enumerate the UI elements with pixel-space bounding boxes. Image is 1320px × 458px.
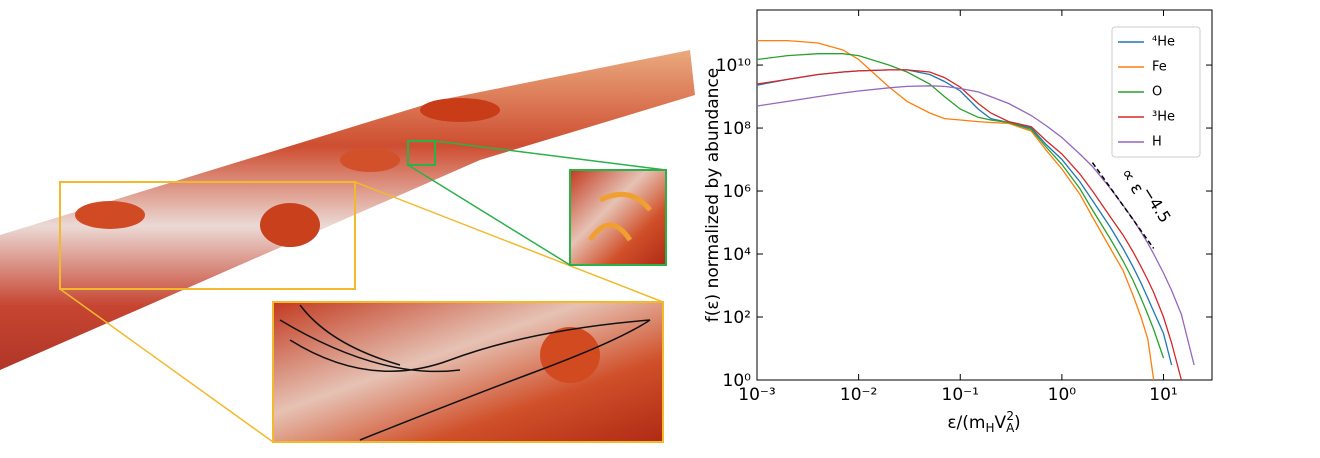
series-line bbox=[756, 69, 1173, 366]
x-tick-label: 10¹ bbox=[1149, 385, 1177, 405]
legend-label: O bbox=[1152, 85, 1162, 100]
y-tick-label: 10⁴ bbox=[723, 245, 752, 265]
y-tick-label: 10⁰ bbox=[723, 371, 752, 391]
x-label-part: H bbox=[985, 421, 994, 435]
blob bbox=[540, 327, 600, 383]
blob bbox=[75, 201, 145, 229]
x-label-part: ε/(m bbox=[947, 413, 985, 433]
connector bbox=[407, 164, 571, 266]
x-label-part: V bbox=[995, 413, 1007, 433]
inset bbox=[569, 169, 667, 266]
field-lines bbox=[279, 304, 651, 441]
zoom-box bbox=[407, 140, 436, 166]
render-image bbox=[0, 50, 695, 443]
inset-detail bbox=[587, 191, 652, 242]
connector bbox=[434, 140, 667, 171]
y-tick-label: 10¹⁰ bbox=[716, 56, 751, 76]
legend-label: Fe bbox=[1152, 60, 1167, 75]
y-axis-label: f(ε) normalized by abundance bbox=[703, 68, 723, 323]
plot-frame bbox=[756, 9, 1213, 381]
x-tick-label: 10⁰ bbox=[1048, 385, 1077, 405]
y-tick-label: 10⁶ bbox=[723, 182, 752, 202]
connector bbox=[354, 181, 664, 303]
series-line bbox=[756, 53, 1165, 359]
x-label-part: ) bbox=[1014, 413, 1021, 433]
annotation: ∝ ε−4.5 bbox=[1116, 160, 1175, 230]
chart: f(ε) normalized by abundance ε/(mHVA2) 1… bbox=[703, 9, 1213, 435]
blob bbox=[420, 98, 500, 122]
x-label-part: 2 bbox=[1006, 409, 1014, 423]
zoom-box bbox=[59, 181, 356, 290]
x-axis-label: ε/(mHVA2) bbox=[947, 409, 1020, 435]
blob bbox=[340, 148, 400, 172]
y-tick-label: 10⁸ bbox=[723, 119, 752, 139]
x-tick-label: 10⁻³ bbox=[738, 385, 775, 405]
legend-box bbox=[1111, 26, 1201, 158]
legend-label: H bbox=[1152, 135, 1162, 150]
series-line bbox=[756, 69, 1183, 381]
guide-line bbox=[1091, 162, 1155, 249]
connector bbox=[59, 288, 274, 443]
x-label-part: A bbox=[1006, 421, 1015, 435]
series-line bbox=[756, 85, 1195, 366]
x-tick-label: 10⁻¹ bbox=[942, 385, 979, 405]
legend-label: ³He bbox=[1152, 110, 1175, 125]
x-tick-label: 10⁻² bbox=[840, 385, 877, 405]
annotation-part: −4.5 bbox=[1138, 183, 1175, 226]
inset bbox=[272, 301, 664, 443]
series-line bbox=[757, 39, 1155, 381]
legend-label: ⁴He bbox=[1152, 35, 1175, 50]
blob bbox=[260, 203, 320, 247]
y-tick-label: 10² bbox=[723, 308, 751, 328]
